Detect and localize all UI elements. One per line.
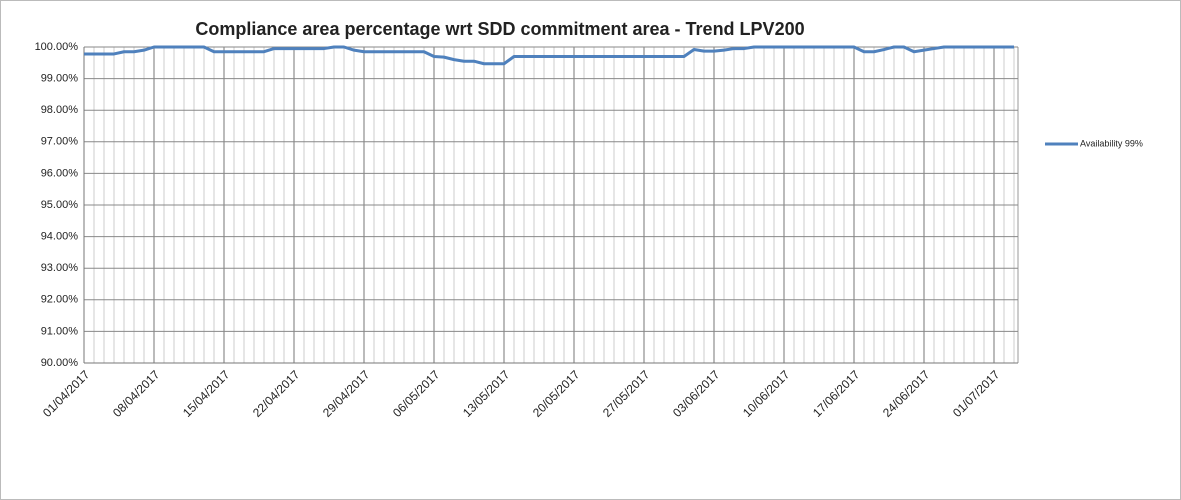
y-tick-label: 93.00% bbox=[41, 262, 79, 274]
y-tick-label: 100.00% bbox=[35, 41, 79, 53]
y-tick-label: 95.00% bbox=[41, 199, 79, 211]
legend-label: Availability 99% bbox=[1080, 138, 1143, 148]
y-tick-label: 92.00% bbox=[41, 294, 79, 306]
chart-title: Compliance area percentage wrt SDD commi… bbox=[195, 19, 804, 39]
y-tick-label: 96.00% bbox=[41, 167, 79, 179]
y-tick-label: 90.00% bbox=[41, 357, 79, 369]
y-tick-label: 99.00% bbox=[41, 73, 79, 85]
data-line bbox=[84, 45, 1014, 66]
y-tick-label: 97.00% bbox=[41, 136, 79, 148]
y-tick-label: 91.00% bbox=[41, 325, 79, 337]
y-tick-label: 94.00% bbox=[41, 231, 79, 243]
y-tick-label: 98.00% bbox=[41, 104, 79, 116]
